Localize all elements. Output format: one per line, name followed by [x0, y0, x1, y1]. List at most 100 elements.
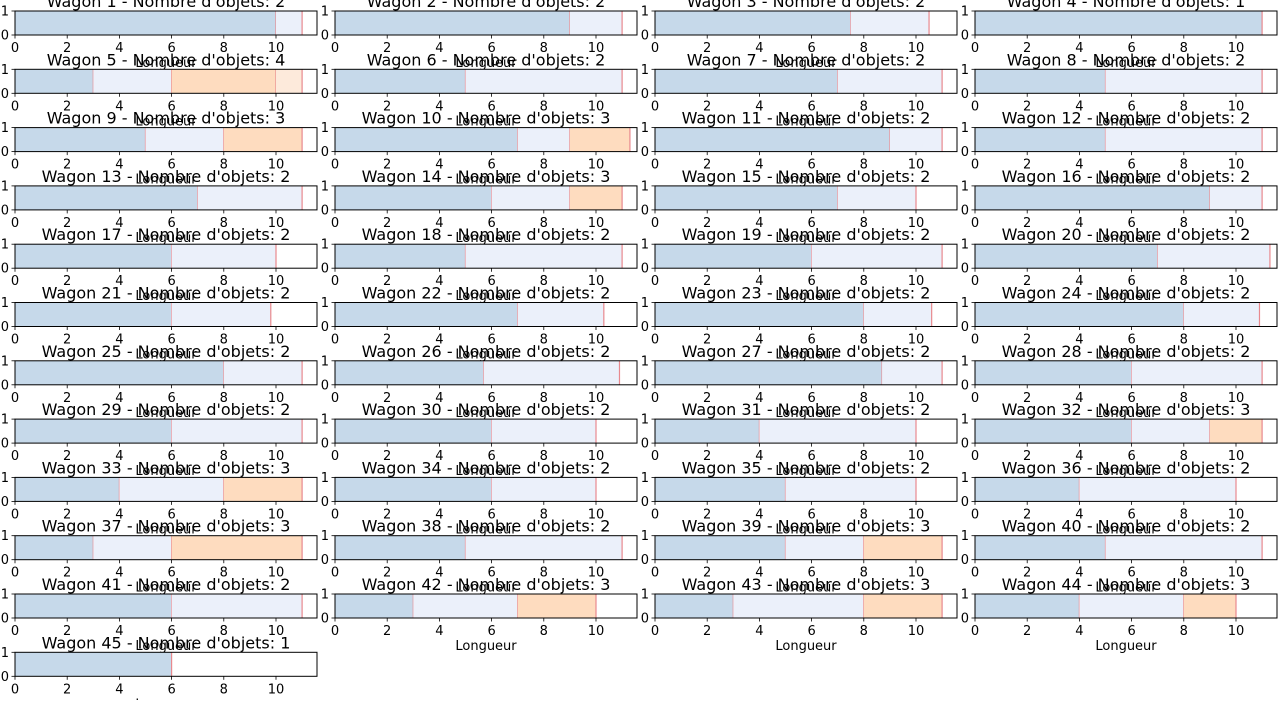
x-tick-label: 6	[807, 41, 815, 56]
y-tick-label: 1	[961, 179, 969, 194]
x-tick-label: 8	[220, 274, 228, 289]
bar-segment	[335, 419, 492, 444]
x-tick-label: 4	[115, 333, 123, 348]
y-tick-label: 1	[641, 238, 649, 253]
x-tick-label: 4	[1075, 216, 1083, 231]
y-tick-label: 1	[641, 179, 649, 194]
x-tick-label: 0	[331, 391, 339, 406]
axes-frame	[654, 243, 958, 269]
x-tick-label: 2	[1023, 566, 1031, 581]
x-tick-label: 8	[220, 624, 228, 639]
x-tick-label: 8	[540, 158, 548, 173]
x-tick-label: 4	[1075, 449, 1083, 464]
axes-frame	[334, 127, 638, 153]
bar-segment	[655, 127, 890, 152]
bar-segment	[171, 419, 303, 444]
bar-segment	[15, 69, 94, 94]
y-tick-label: 1	[1, 588, 9, 603]
x-tick-label: 2	[383, 99, 391, 114]
axes-frame	[14, 10, 318, 36]
x-tick-label: 6	[807, 274, 815, 289]
axes-frame	[654, 127, 958, 153]
x-tick-label: 4	[435, 507, 443, 522]
x-tick-label: 2	[703, 624, 711, 639]
y-tick-label: 1	[1, 646, 9, 661]
x-tick-label: 8	[1180, 624, 1188, 639]
x-tick-label: 0	[971, 566, 979, 581]
x-tick-label: 6	[167, 274, 175, 289]
bar-segment	[197, 185, 303, 210]
bar-segment	[15, 594, 172, 618]
x-axis-label: Longueur	[775, 348, 837, 363]
y-tick-label: 1	[961, 413, 969, 428]
x-tick-label: 8	[860, 449, 868, 464]
x-tick-label: 2	[703, 99, 711, 114]
y-tick-label: 1	[1, 63, 9, 78]
x-tick-label: 2	[703, 566, 711, 581]
x-axis-label: Longueur	[775, 231, 837, 246]
y-tick-label: 0	[961, 87, 969, 102]
x-tick-label: 0	[331, 624, 339, 639]
x-tick-label: 0	[971, 391, 979, 406]
x-tick-label: 10	[588, 274, 605, 289]
y-tick-label: 1	[321, 5, 329, 20]
chart-title: Wagon 13 - Nombre d'objets: 2	[42, 167, 291, 186]
x-tick-label: 10	[588, 41, 605, 56]
axes-frame	[654, 593, 958, 619]
x-tick-label: 2	[383, 158, 391, 173]
x-tick-label: 2	[63, 333, 71, 348]
axes-frame	[654, 418, 958, 444]
x-tick-label: 10	[268, 158, 285, 173]
bar-segment	[569, 185, 623, 210]
y-tick-label: 1	[641, 588, 649, 603]
y-tick-label: 0	[641, 320, 649, 335]
x-tick-label: 6	[487, 41, 495, 56]
x-tick-label: 4	[115, 507, 123, 522]
axes-frame	[334, 360, 638, 386]
axes-frame	[334, 10, 638, 36]
x-tick-label: 2	[703, 41, 711, 56]
x-axis-label: Longueur	[455, 231, 517, 246]
x-tick-label: 2	[703, 333, 711, 348]
y-tick-label: 0	[641, 378, 649, 393]
axes-frame	[334, 243, 638, 269]
chart-title: Wagon 41 - Nombre d'objets: 2	[42, 575, 291, 594]
bar-segment	[15, 11, 276, 35]
bar-segment	[1105, 69, 1263, 94]
x-tick-label: 2	[1023, 391, 1031, 406]
x-axis-label: Longueur	[775, 522, 837, 537]
bar-segment	[171, 244, 276, 269]
y-tick-label: 1	[1, 413, 9, 428]
x-tick-label: 4	[435, 333, 443, 348]
axes-frame	[14, 302, 318, 327]
bar-segment	[882, 360, 943, 385]
x-tick-label: 10	[268, 274, 285, 289]
x-tick-label: 10	[268, 507, 285, 522]
x-tick-label: 8	[540, 333, 548, 348]
y-tick-label: 1	[641, 121, 649, 136]
x-tick-label: 0	[651, 216, 659, 231]
x-tick-label: 8	[220, 566, 228, 581]
x-tick-label: 0	[331, 41, 339, 56]
x-tick-label: 8	[540, 624, 548, 639]
bar-segment	[1209, 419, 1263, 444]
x-axis-label: Longueur	[1095, 522, 1157, 537]
x-tick-label: 2	[383, 507, 391, 522]
x-tick-label: 6	[487, 566, 495, 581]
bar-segment	[655, 185, 838, 210]
x-tick-label: 8	[1180, 566, 1188, 581]
y-tick-label: 0	[1, 87, 9, 102]
x-tick-label: 10	[1228, 99, 1245, 114]
x-tick-label: 10	[588, 507, 605, 522]
bar-segment	[15, 244, 172, 269]
x-tick-label: 4	[435, 566, 443, 581]
y-tick-label: 0	[641, 87, 649, 102]
